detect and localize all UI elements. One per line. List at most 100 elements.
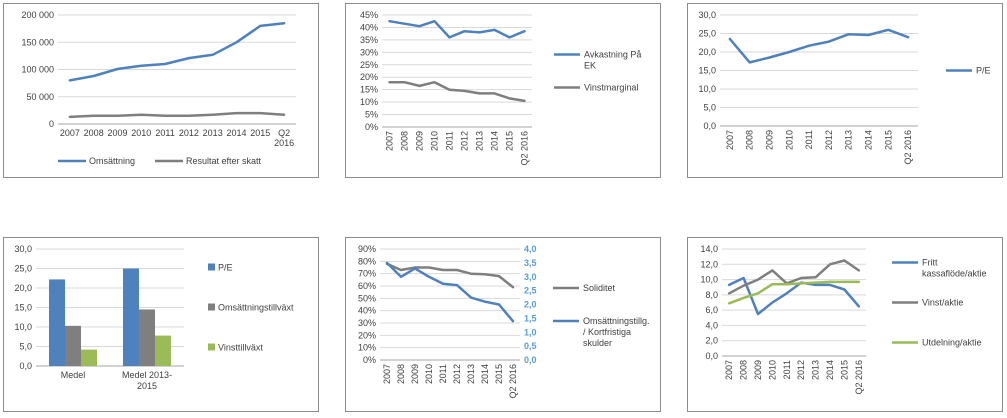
legend-label-line: / Kortfristiga [583,327,631,337]
legend-label: Vinstmarginal [584,83,638,93]
x-tick-label: 2010 [430,131,440,151]
x-tick-label-line: 2007 [60,128,80,138]
y2-tick-label: 2,5 [524,286,537,296]
legend-swatch [208,303,215,311]
y2-tick-label: 4,0 [524,244,537,254]
x-tick-label: 2010 [131,128,151,138]
y-tick-label: 10% [360,97,378,107]
legend-swatch [208,343,215,351]
y-tick-label: 20% [360,72,378,82]
x-tick-label: Q2 2016 [520,131,530,166]
legend-label-line: Soliditet [583,283,616,293]
x-tick-label-line: 2014 [226,128,246,138]
y-tick-label: 30,0 [698,10,716,20]
x-tick-label-line: 2011 [155,128,174,138]
legend-label: Omsättningstillväxt [218,303,294,313]
y2-tick-label: 3,5 [524,258,537,268]
y-tick-label: 50% [358,293,376,303]
bar [65,325,81,366]
y-tick-label: 30,0 [14,244,32,254]
series-line [385,262,515,289]
legend-label-line: Omsättningstillg. [583,316,650,326]
bar [81,349,97,366]
legend-label: Fritt kassaflöde/aktie [922,258,987,279]
y-tick-label: 25,0 [14,264,32,274]
y-tick-label: 70% [358,269,376,279]
x-tick-label: 2009 [410,364,420,384]
series-line [727,280,861,305]
y-tick-label: 0% [365,122,378,132]
x-tick-label: 2011 [782,360,792,379]
y-tick-label: 10% [358,343,376,353]
y-tick-label: 2,0 [705,336,718,346]
x-tick-label: 2011 [155,128,174,138]
legend-label-line: Avkastning På [584,50,641,60]
x-tick-label: Q2 2016 [854,360,864,395]
x-tick-label-line: 2009 [107,128,127,138]
series-line [728,28,910,64]
y-tick-label: 30% [360,47,378,57]
x-tick-label: Q2 2016 [508,364,518,399]
x-tick-label: Medel 2013-2015 [122,370,172,391]
x-tick-label: 2014 [480,364,490,384]
y-tick-label: 5,0 [703,103,716,113]
x-tick-label: 2009 [765,130,775,150]
x-tick-label: 2013 [811,360,821,380]
x-tick-label: 2010 [424,364,434,384]
y2-tick-label: 1,5 [524,313,537,323]
series-line [385,261,515,323]
y-tick-label: 15,0 [698,66,716,76]
x-tick-label: 2013 [844,130,854,150]
x-tick-label: 2014 [864,130,874,150]
x-tick-label: 2007 [60,128,80,138]
chart-return-margin: 0% 5% 10% 15% 20% 25% 30% 35% 40% 45% 2007 2008 2009… [345,3,661,178]
x-tick-label-line: 2010 [131,128,151,138]
legend-label: P/E [976,66,991,76]
x-tick-label: 2008 [396,364,406,384]
y-tick-label: 20% [358,330,376,340]
x-tick-label: 2015 [494,364,504,384]
x-tick-label: 2008 [84,128,104,138]
x-tick-label-line: 2015 [250,128,270,138]
x-tick-label: 2012 [824,130,834,150]
legend-label: Avkastning På EK [584,50,641,71]
x-tick-label: 2009 [415,131,425,151]
x-tick-label-line: 2008 [84,128,104,138]
y-tick-label: 60% [358,281,376,291]
series-line [68,111,286,119]
legend-label-line: Omsättningstillväxt [218,303,294,313]
y-tick-label: 20,0 [14,283,32,293]
legend-label: Soliditet [583,283,616,293]
y-tick-label: 8,0 [705,290,718,300]
y-tick-label: 0,0 [703,121,716,131]
x-tick-label: 2010 [767,360,777,380]
x-tick-label-line: 2015 [137,381,157,391]
y-tick-label: 0,0 [705,351,718,361]
y-tick-label: 40% [360,22,378,32]
x-tick-label: 2014 [226,128,246,138]
legend-label-line: P/E [976,66,991,76]
y-tick-label: 40% [358,306,376,316]
x-tick-label-line: 2012 [179,128,199,138]
y-tick-label: 45% [360,10,378,20]
x-tick-label: 2007 [725,130,735,150]
y-tick-label: 10,0 [698,84,716,94]
legend-label: Resultat efter skatt [186,156,262,166]
bar [139,309,155,366]
x-tick-label: 2010 [784,130,794,150]
legend-label-line: P/E [218,263,233,273]
x-tick-label: Q2 2016 [903,130,913,165]
x-tick-label: Medel [61,370,86,380]
x-tick-label: 2009 [753,360,763,380]
y-tick-label: 100 000 [21,65,54,75]
legend-label: Omsättning [89,156,135,166]
series-line [388,19,526,39]
bar [49,279,65,366]
legend-label: Vinst/aktie [922,298,963,308]
x-tick-label: 2013 [475,131,485,151]
x-tick-label: 2007 [385,131,395,151]
x-tick-label: 2009 [107,128,127,138]
y-tick-label: 10,0 [700,275,718,285]
y-tick-label: 25% [360,60,378,70]
chart-canvas: 0,0 5,0 10,0 15,0 20,0 25,0 30,0 Medel Medel 201… [14,244,294,391]
